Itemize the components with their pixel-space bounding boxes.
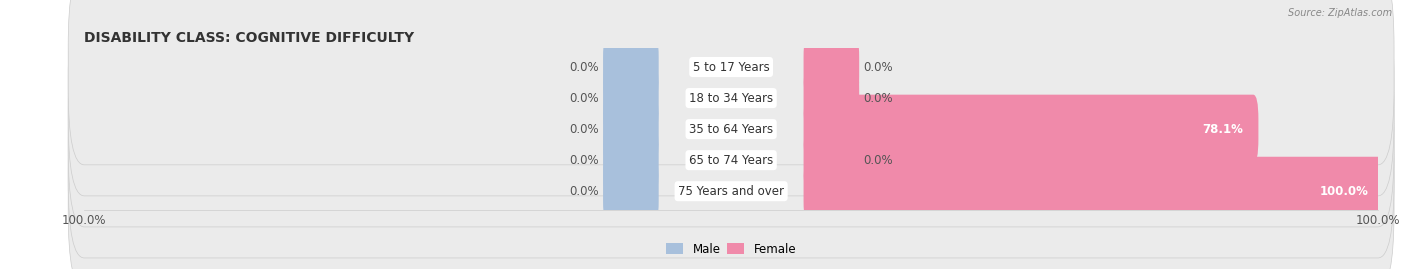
Text: 0.0%: 0.0% <box>863 154 893 167</box>
Text: Source: ZipAtlas.com: Source: ZipAtlas.com <box>1288 8 1392 18</box>
Text: 5 to 17 Years: 5 to 17 Years <box>693 61 769 73</box>
FancyBboxPatch shape <box>603 157 658 226</box>
FancyBboxPatch shape <box>69 93 1395 269</box>
Text: 0.0%: 0.0% <box>569 123 599 136</box>
Text: 65 to 74 Years: 65 to 74 Years <box>689 154 773 167</box>
Text: 100.0%: 100.0% <box>1319 185 1368 198</box>
FancyBboxPatch shape <box>69 31 1395 227</box>
Text: 78.1%: 78.1% <box>1202 123 1243 136</box>
Text: 0.0%: 0.0% <box>863 91 893 105</box>
Text: 0.0%: 0.0% <box>569 185 599 198</box>
FancyBboxPatch shape <box>603 95 658 164</box>
Legend: Male, Female: Male, Female <box>661 238 801 260</box>
FancyBboxPatch shape <box>603 64 658 133</box>
Text: 18 to 34 Years: 18 to 34 Years <box>689 91 773 105</box>
FancyBboxPatch shape <box>804 95 1258 164</box>
FancyBboxPatch shape <box>69 0 1395 196</box>
Text: 0.0%: 0.0% <box>863 61 893 73</box>
FancyBboxPatch shape <box>804 126 859 194</box>
Text: 35 to 64 Years: 35 to 64 Years <box>689 123 773 136</box>
FancyBboxPatch shape <box>804 33 859 101</box>
Text: 0.0%: 0.0% <box>569 61 599 73</box>
FancyBboxPatch shape <box>804 157 1384 226</box>
Text: DISABILITY CLASS: COGNITIVE DIFFICULTY: DISABILITY CLASS: COGNITIVE DIFFICULTY <box>84 31 415 45</box>
Text: 0.0%: 0.0% <box>569 91 599 105</box>
FancyBboxPatch shape <box>69 0 1395 165</box>
Text: 0.0%: 0.0% <box>569 154 599 167</box>
FancyBboxPatch shape <box>69 62 1395 258</box>
Text: 75 Years and over: 75 Years and over <box>678 185 785 198</box>
FancyBboxPatch shape <box>603 126 658 194</box>
FancyBboxPatch shape <box>603 33 658 101</box>
FancyBboxPatch shape <box>804 64 859 133</box>
